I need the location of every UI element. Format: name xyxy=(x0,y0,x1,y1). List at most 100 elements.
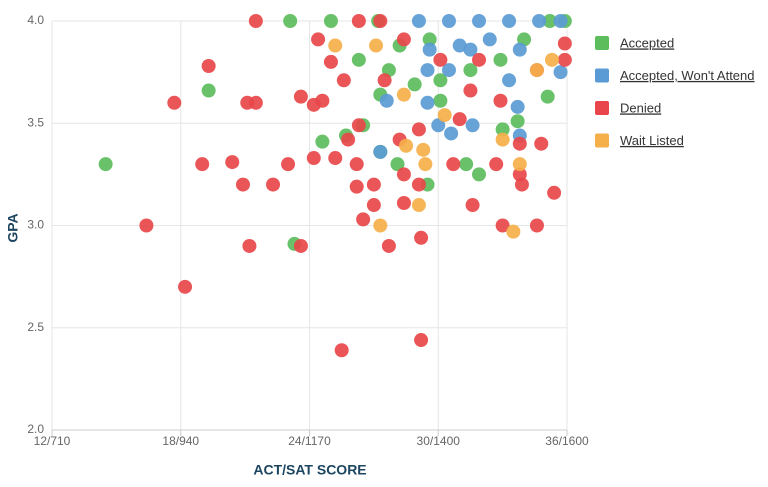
point xyxy=(293,238,308,253)
point xyxy=(349,157,364,172)
point xyxy=(349,179,364,194)
legend-swatch[interactable] xyxy=(595,36,609,50)
point xyxy=(422,42,437,57)
y-tick-label: 3.0 xyxy=(27,218,44,232)
point xyxy=(201,83,216,98)
point xyxy=(351,118,366,133)
point xyxy=(373,218,388,233)
point xyxy=(242,238,257,253)
point xyxy=(452,112,467,127)
point xyxy=(502,14,517,28)
x-tick-label: 12/710 xyxy=(34,434,71,448)
point xyxy=(323,14,338,28)
point xyxy=(493,52,508,67)
point xyxy=(482,32,497,47)
point xyxy=(366,177,381,192)
point xyxy=(381,238,396,253)
legend-swatch[interactable] xyxy=(595,133,609,148)
point xyxy=(414,230,429,245)
point xyxy=(396,32,411,47)
point xyxy=(420,63,435,78)
point xyxy=(529,63,544,78)
legend-label[interactable]: Accepted xyxy=(620,35,674,50)
point xyxy=(98,157,113,172)
point xyxy=(201,58,216,73)
legend-label[interactable]: Wait Listed xyxy=(620,133,684,148)
point xyxy=(463,63,478,78)
point xyxy=(542,14,557,28)
y-tick-label: 4.0 xyxy=(27,13,44,27)
legend-label[interactable]: Accepted, Won't Attend xyxy=(620,68,755,83)
point xyxy=(433,52,448,67)
point xyxy=(506,224,521,239)
point xyxy=(553,65,568,80)
point xyxy=(431,118,446,133)
x-axis-title: ACT/SAT SCORE xyxy=(253,462,366,478)
point xyxy=(544,52,559,67)
y-tick-label: 2.5 xyxy=(27,320,44,334)
point xyxy=(266,177,281,192)
point xyxy=(306,151,321,166)
point xyxy=(472,52,487,67)
point xyxy=(411,14,426,28)
point xyxy=(495,122,510,137)
point xyxy=(489,157,504,172)
point xyxy=(411,122,426,137)
point xyxy=(495,218,510,233)
point xyxy=(418,157,433,172)
point xyxy=(281,157,296,172)
x-tick-label: 24/1170 xyxy=(288,434,331,448)
x-tick-label: 18/940 xyxy=(162,434,199,448)
point xyxy=(422,32,437,47)
point xyxy=(248,95,263,110)
point xyxy=(351,52,366,67)
legend-label[interactable]: Denied xyxy=(620,100,661,115)
point xyxy=(510,99,525,114)
point xyxy=(553,14,568,28)
point xyxy=(437,108,452,123)
point xyxy=(493,93,508,108)
point xyxy=(557,52,572,67)
point xyxy=(195,157,210,172)
point xyxy=(465,118,480,133)
point xyxy=(502,73,517,88)
point xyxy=(225,155,240,170)
point xyxy=(510,114,525,129)
point xyxy=(441,14,456,28)
point xyxy=(446,157,461,172)
point xyxy=(315,93,330,108)
point xyxy=(328,38,343,53)
point xyxy=(420,95,435,110)
point xyxy=(235,177,250,192)
point xyxy=(557,36,572,51)
point xyxy=(411,198,426,213)
point xyxy=(356,212,371,227)
point xyxy=(341,132,356,147)
legend-swatch[interactable] xyxy=(595,68,609,83)
point xyxy=(336,73,351,88)
point xyxy=(547,185,562,200)
y-axis-title: GPA xyxy=(5,213,21,242)
point xyxy=(452,38,467,53)
x-tick-label: 36/1600 xyxy=(545,434,589,448)
point xyxy=(463,83,478,98)
point xyxy=(323,54,338,69)
y-tick-label: 2.0 xyxy=(27,422,44,436)
point xyxy=(369,38,384,53)
point xyxy=(315,134,330,149)
point xyxy=(396,167,411,182)
x-tick-label: 30/1400 xyxy=(417,434,461,448)
point xyxy=(328,151,343,166)
point xyxy=(396,87,411,102)
legend-swatch[interactable] xyxy=(595,101,609,115)
point xyxy=(512,136,527,151)
point xyxy=(495,132,510,147)
point xyxy=(373,14,388,28)
point xyxy=(512,157,527,172)
point xyxy=(514,177,529,192)
point xyxy=(248,14,263,28)
point xyxy=(373,144,388,159)
point xyxy=(407,77,422,92)
point xyxy=(178,279,193,294)
